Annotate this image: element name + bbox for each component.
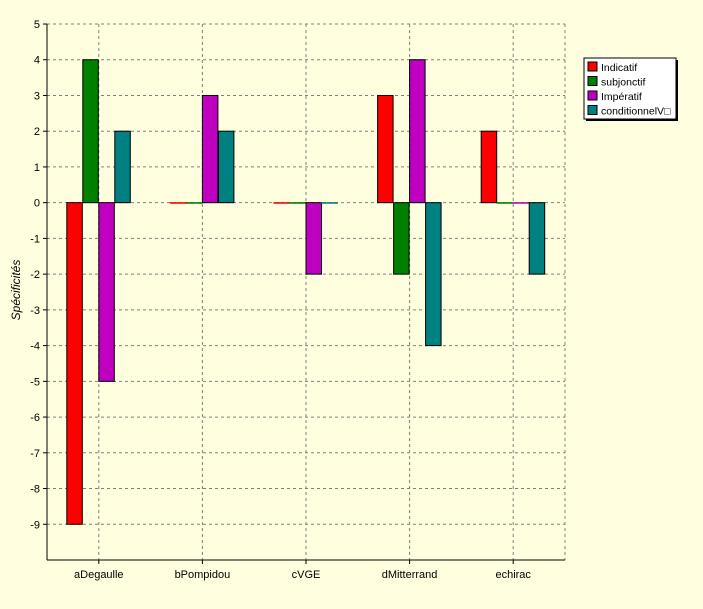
y-tick-label: 3 (34, 90, 40, 102)
y-tick-label: -9 (30, 519, 40, 531)
x-tick-label: aDegaulle (74, 569, 124, 581)
y-tick-label: -1 (30, 233, 40, 245)
x-tick-labels: aDegaulle bPompidou cVGE dMitterrand echirac (74, 569, 531, 581)
legend-swatch (587, 90, 598, 101)
y-tick-labels: 5 4 3 2 1 0 -1 -2 -3 -4 -5 -6 -7 -8 -9 (30, 19, 40, 531)
x-tick-label: cVGE (292, 569, 321, 581)
y-axis-label: Spécificités (9, 260, 23, 321)
bar-indicatif-bpompidou (169, 202, 187, 204)
y-tick-label: -2 (30, 269, 40, 281)
bar-conditionnelv-adegaulle (114, 130, 131, 204)
bar-impratif-adegaulle (98, 202, 115, 382)
y-tick-label: 4 (34, 55, 40, 67)
y-tick-label: -5 (30, 376, 40, 388)
bar-indicatif-adegaulle (66, 202, 83, 525)
legend: Indicatif subjonctif Impératif conditionnel… (583, 57, 678, 121)
legend-swatch (587, 105, 598, 115)
legend-entry: Indicatif (601, 62, 637, 74)
bar-impratif-cvge (305, 202, 322, 275)
y-tick-label: 1 (34, 162, 40, 174)
bar-conditionnelv-echirac (528, 202, 546, 275)
y-tick-label: 0 (34, 198, 40, 210)
y-tick-label: -6 (30, 412, 40, 424)
axes (43, 23, 565, 564)
x-tick-label: bPompidou (175, 569, 231, 581)
bar-indicatif-dmitterrand (377, 94, 394, 204)
bar-subjonctif-cvge (289, 202, 306, 204)
y-tick-label: -7 (30, 448, 40, 460)
y-tick-label: -4 (30, 341, 40, 353)
legend-entry: Impératif (601, 91, 642, 103)
bar-subjonctif-dmitterrand (393, 202, 410, 275)
x-tick-label: echirac (495, 569, 531, 581)
legend-swatch (587, 76, 598, 86)
y-tick-label: -8 (30, 484, 40, 496)
bar-conditionnelv-bpompidou (217, 130, 235, 204)
bar-subjonctif-echirac (496, 202, 514, 204)
legend-entry: subjonctif (601, 77, 645, 89)
legend-swatch (587, 61, 598, 72)
legend-entry: conditionnelV□ (601, 106, 671, 118)
y-tick-label: -3 (30, 305, 40, 317)
bars (66, 59, 546, 525)
y-tick-label: 5 (34, 19, 40, 31)
bar-subjonctif-adegaulle (82, 59, 99, 204)
y-tick-label: 2 (34, 126, 40, 138)
legend-box (583, 57, 677, 120)
bar-impratif-bpompidou (201, 94, 219, 204)
bar-conditionnelv-cvge (321, 202, 338, 204)
grid-lines (47, 23, 566, 560)
x-tick-label: dMitterrand (382, 569, 438, 581)
bar-conditionnelv-dmitterrand (425, 202, 442, 347)
bar-indicatif-cvge (273, 202, 290, 204)
bar-impratif-echirac (512, 202, 530, 204)
bar-indicatif-echirac (480, 130, 498, 204)
bar-subjonctif-bpompidou (185, 202, 203, 204)
bar-impratif-dmitterrand (409, 59, 426, 204)
